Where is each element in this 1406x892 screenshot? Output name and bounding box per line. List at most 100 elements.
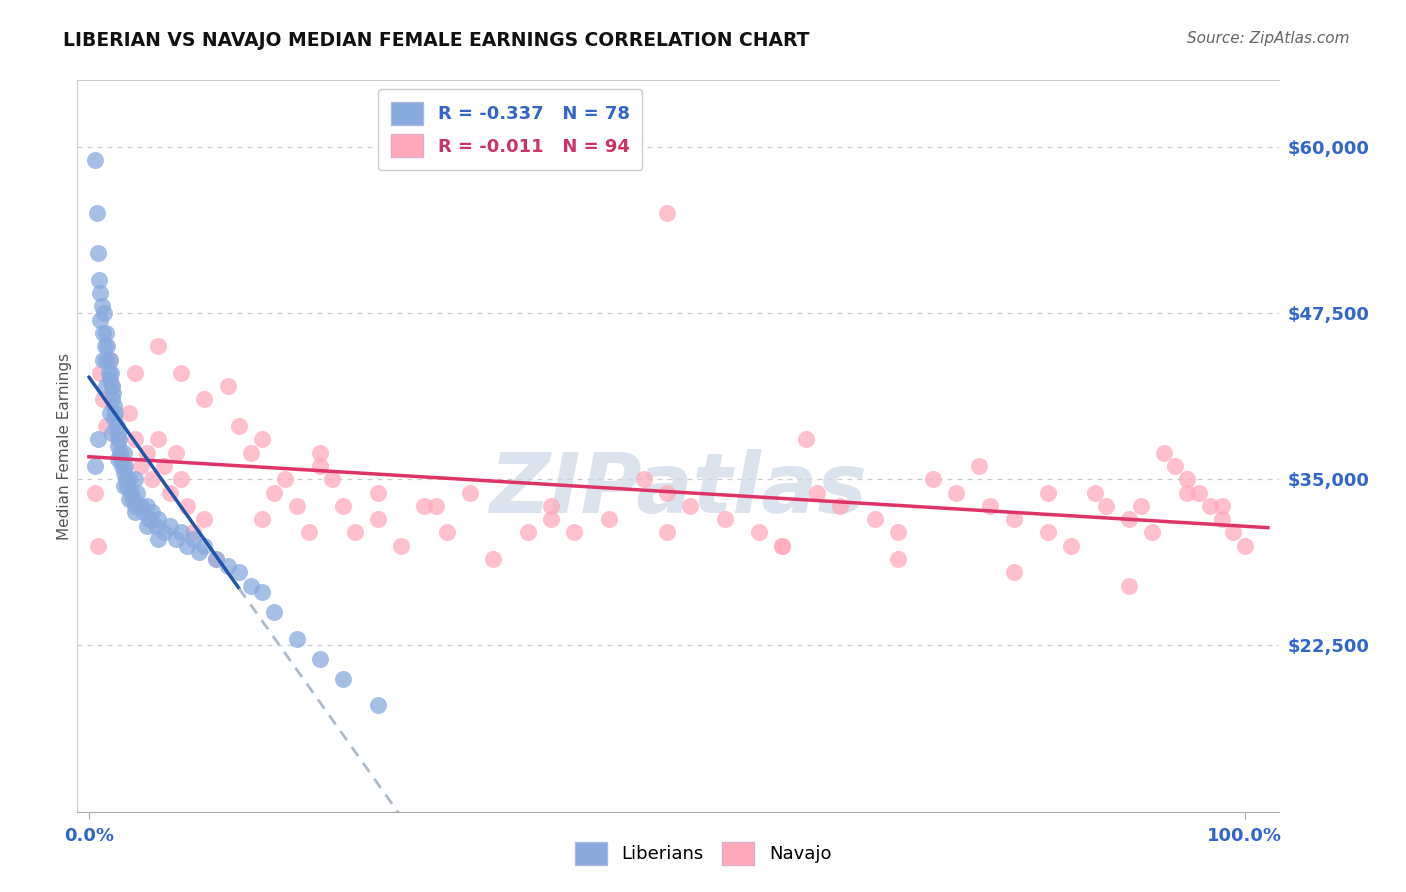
- Point: [1002, 512, 1025, 526]
- Point: [98, 372, 121, 386]
- Point: [1233, 539, 1256, 553]
- Point: [107, 433, 129, 447]
- Point: [967, 458, 990, 473]
- Point: [96, 379, 118, 393]
- Point: [101, 385, 124, 400]
- Point: [748, 525, 770, 540]
- Point: [1095, 499, 1118, 513]
- Point: [598, 512, 620, 526]
- Point: [83, 458, 105, 473]
- Point: [1038, 485, 1060, 500]
- Point: [228, 419, 250, 434]
- Point: [217, 379, 239, 393]
- Point: [193, 392, 215, 407]
- Point: [96, 419, 118, 434]
- Point: [193, 539, 215, 553]
- Point: [309, 445, 332, 459]
- Point: [93, 306, 115, 320]
- Point: [101, 379, 124, 393]
- Point: [332, 499, 354, 513]
- Point: [309, 458, 332, 473]
- Point: [540, 512, 562, 526]
- Point: [263, 605, 285, 619]
- Point: [107, 439, 129, 453]
- Point: [112, 458, 135, 473]
- Point: [517, 525, 540, 540]
- Point: [170, 472, 193, 486]
- Text: Source: ZipAtlas.com: Source: ZipAtlas.com: [1187, 31, 1350, 46]
- Point: [96, 352, 118, 367]
- Point: [98, 406, 121, 420]
- Point: [633, 472, 655, 486]
- Point: [413, 499, 436, 513]
- Point: [98, 352, 121, 367]
- Point: [89, 273, 111, 287]
- Point: [83, 153, 105, 167]
- Point: [1142, 525, 1164, 540]
- Point: [655, 525, 678, 540]
- Legend: Liberians, Navajo: Liberians, Navajo: [568, 835, 838, 872]
- Point: [193, 512, 215, 526]
- Point: [112, 466, 135, 480]
- Text: LIBERIAN VS NAVAJO MEDIAN FEMALE EARNINGS CORRELATION CHART: LIBERIAN VS NAVAJO MEDIAN FEMALE EARNING…: [63, 31, 810, 50]
- Point: [141, 472, 163, 486]
- Point: [94, 339, 117, 353]
- Point: [148, 339, 170, 353]
- Point: [86, 206, 108, 220]
- Y-axis label: Median Female Earnings: Median Female Earnings: [56, 352, 72, 540]
- Point: [1060, 539, 1083, 553]
- Point: [89, 366, 111, 380]
- Point: [176, 499, 198, 513]
- Point: [124, 499, 146, 513]
- Point: [129, 499, 152, 513]
- Point: [863, 512, 886, 526]
- Point: [97, 366, 120, 380]
- Point: [118, 492, 141, 507]
- Point: [460, 485, 482, 500]
- Point: [165, 532, 187, 546]
- Point: [105, 419, 128, 434]
- Point: [148, 532, 170, 546]
- Point: [153, 458, 176, 473]
- Point: [713, 512, 735, 526]
- Point: [124, 472, 146, 486]
- Point: [107, 452, 129, 467]
- Point: [104, 406, 127, 420]
- Point: [187, 545, 209, 559]
- Point: [159, 485, 181, 500]
- Point: [127, 485, 149, 500]
- Point: [425, 499, 447, 513]
- Point: [770, 539, 793, 553]
- Point: [367, 512, 389, 526]
- Point: [87, 539, 110, 553]
- Point: [1153, 445, 1175, 459]
- Point: [945, 485, 967, 500]
- Point: [120, 485, 142, 500]
- Point: [135, 445, 157, 459]
- Point: [205, 552, 228, 566]
- Point: [1211, 499, 1233, 513]
- Point: [263, 485, 285, 500]
- Point: [205, 552, 228, 566]
- Point: [285, 632, 308, 646]
- Point: [107, 425, 129, 440]
- Point: [979, 499, 1001, 513]
- Point: [367, 698, 389, 713]
- Point: [181, 532, 204, 546]
- Point: [121, 492, 143, 507]
- Point: [118, 406, 141, 420]
- Point: [96, 339, 118, 353]
- Point: [332, 672, 354, 686]
- Point: [655, 485, 678, 500]
- Point: [297, 525, 319, 540]
- Point: [482, 552, 505, 566]
- Point: [103, 412, 125, 426]
- Point: [101, 425, 124, 440]
- Point: [165, 445, 187, 459]
- Point: [1164, 458, 1187, 473]
- Point: [91, 326, 114, 340]
- Point: [887, 525, 910, 540]
- Point: [1038, 525, 1060, 540]
- Point: [111, 458, 134, 473]
- Point: [124, 506, 146, 520]
